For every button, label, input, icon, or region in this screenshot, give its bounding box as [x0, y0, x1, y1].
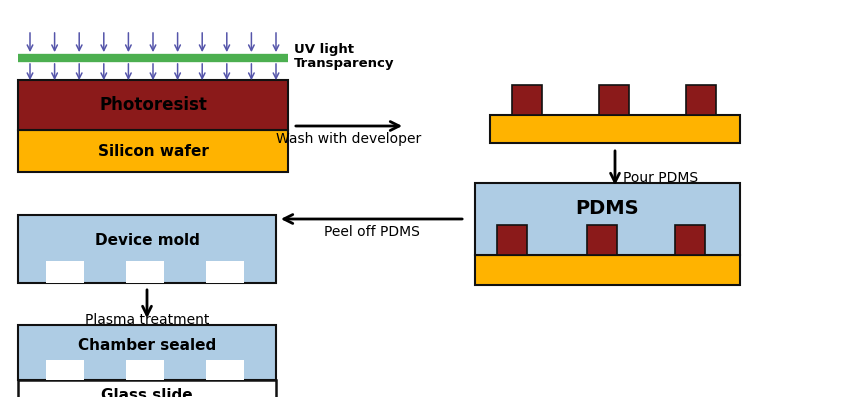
Bar	[206, 360, 244, 380]
Bar	[206, 261, 244, 283]
Text: Plasma treatment: Plasma treatment	[85, 313, 209, 327]
Bar	[497, 225, 527, 255]
Text: Device mold: Device mold	[94, 233, 200, 249]
Text: Peel off PDMS: Peel off PDMS	[324, 225, 419, 239]
Text: Silicon wafer: Silicon wafer	[98, 143, 208, 158]
Text: Photoresist: Photoresist	[99, 96, 207, 114]
Bar	[475, 183, 740, 255]
Bar	[18, 80, 288, 130]
Text: Transparency: Transparency	[294, 56, 394, 69]
Bar	[490, 115, 740, 143]
Text: Glass slide: Glass slide	[101, 389, 193, 397]
Bar	[126, 261, 164, 283]
Bar	[46, 261, 84, 283]
Bar	[18, 380, 276, 397]
Bar	[46, 360, 84, 380]
Bar	[18, 130, 288, 172]
Bar	[512, 85, 542, 115]
Text: Pour PDMS: Pour PDMS	[623, 171, 698, 185]
Bar	[587, 225, 617, 255]
Bar	[475, 255, 740, 285]
Bar	[18, 215, 276, 283]
Bar	[686, 85, 716, 115]
Bar	[675, 225, 705, 255]
Text: UV light: UV light	[294, 44, 354, 56]
Text: PDMS: PDMS	[575, 199, 639, 218]
Text: Chamber sealed: Chamber sealed	[78, 338, 216, 353]
Text: Wash with developer: Wash with developer	[276, 132, 422, 146]
Bar	[18, 325, 276, 380]
Bar	[599, 85, 629, 115]
Bar	[126, 360, 164, 380]
